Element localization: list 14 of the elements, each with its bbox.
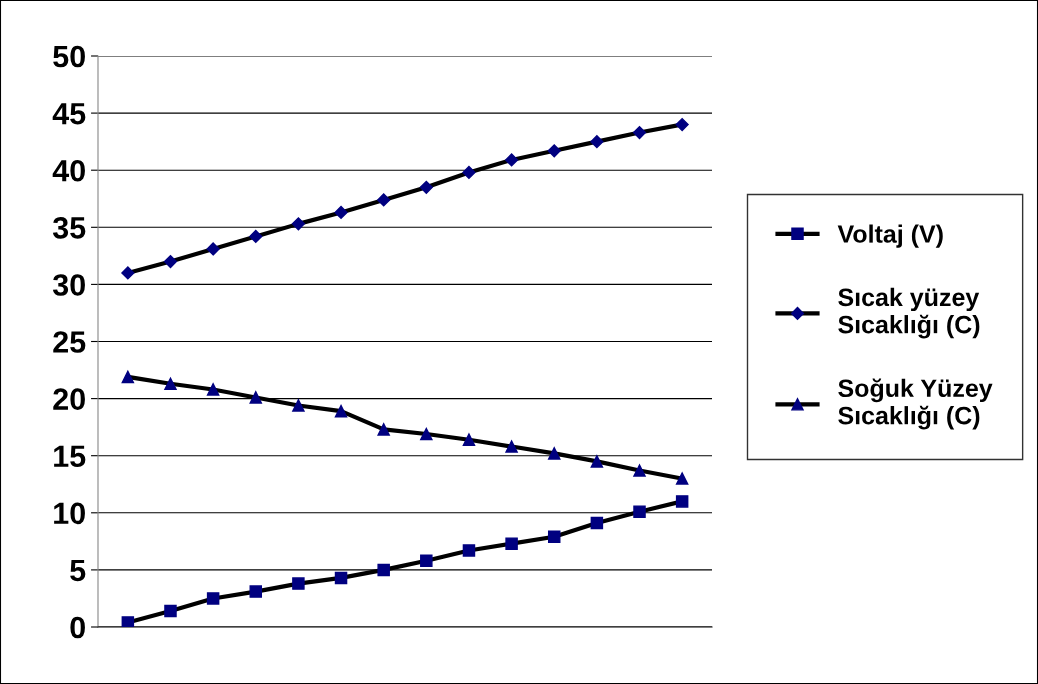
y-tick-label: 20: [53, 388, 85, 410]
y-tick-label: 40: [52, 159, 85, 182]
y-tick-label: 15: [54, 445, 86, 468]
y-tick-label: 45: [52, 103, 86, 125]
y-tick-label: 35: [52, 217, 86, 239]
y-tick-label: 0: [70, 616, 85, 639]
legend-label: Soğuk Yüzey Sıcaklığı (C): [838, 378, 993, 430]
legend-label: Voltaj (V): [837, 224, 943, 248]
y-tick-label: 25: [53, 331, 86, 353]
y-tick-label: 50: [53, 45, 85, 68]
y-tick-label: 10: [54, 502, 85, 525]
y-tick-label: 5: [70, 559, 86, 582]
y-tick-label: 30: [52, 274, 85, 296]
legend-label: Sıcak yüzey Sıcaklığı (C): [838, 287, 980, 339]
